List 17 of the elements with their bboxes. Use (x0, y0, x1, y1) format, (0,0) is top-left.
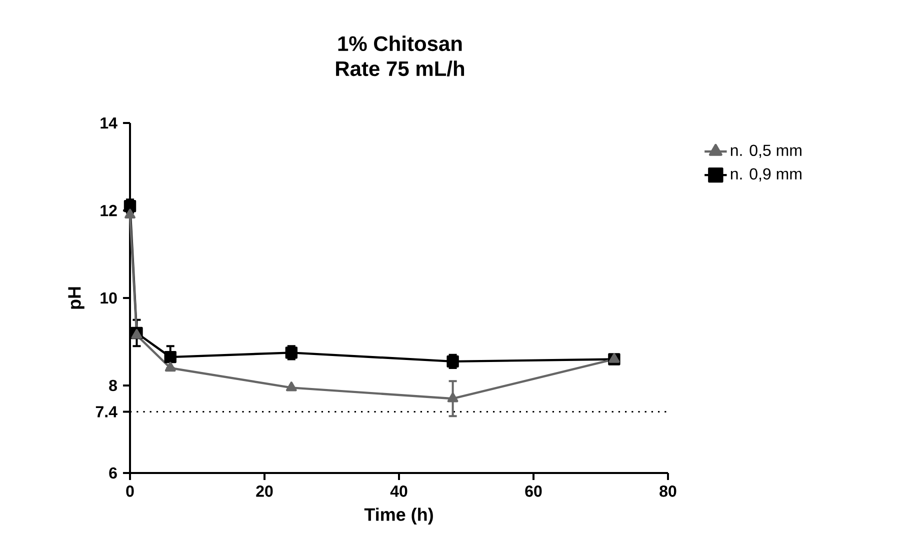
chart-subtitle: Rate 75 mL/h (336, 60, 464, 76)
x-tick-label: 60 (525, 486, 542, 497)
chart-title: 1% Chitosan (338, 36, 462, 52)
legend-label: n. 0,5 mm (730, 144, 802, 158)
x-tick-label: 20 (256, 486, 273, 497)
x-tick-label: 0 (126, 486, 134, 497)
y-tick-label: 14 (100, 117, 118, 128)
y-tick-label: 8 (109, 380, 117, 392)
y-tick-label: 7.4 (96, 406, 118, 418)
y-tick-label: 10 (100, 292, 117, 304)
y-tick-label: 6 (109, 467, 117, 479)
y-tick-label: 12 (100, 204, 117, 216)
x-tick-label: 80 (660, 486, 676, 497)
legend-label: n. 0,9 mm (730, 168, 802, 182)
x-axis-title: Time (h) (364, 508, 433, 524)
x-tick-label: 40 (390, 486, 408, 497)
y-axis-title: pH (68, 287, 84, 309)
